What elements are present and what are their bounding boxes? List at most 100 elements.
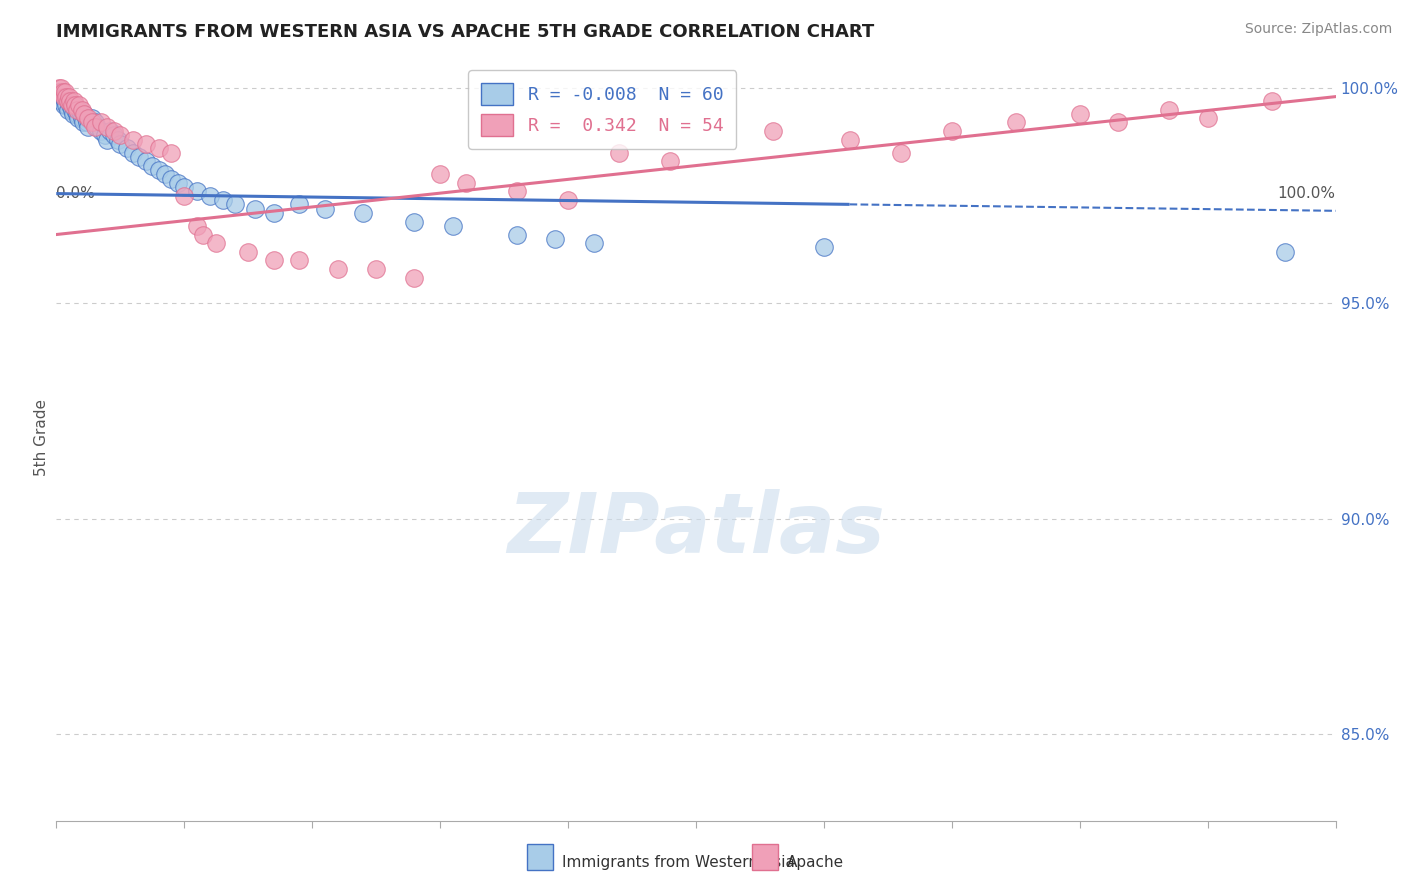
Text: Apache: Apache xyxy=(787,855,845,870)
Point xyxy=(103,124,125,138)
Point xyxy=(288,197,311,211)
Point xyxy=(838,133,860,147)
Point xyxy=(193,227,215,242)
Point xyxy=(73,107,96,121)
Point xyxy=(107,133,129,147)
Point xyxy=(56,103,79,117)
Point xyxy=(52,89,75,103)
Point xyxy=(65,103,87,117)
Point xyxy=(59,98,82,112)
Point xyxy=(506,185,529,199)
Point xyxy=(110,128,132,143)
Point xyxy=(51,81,73,95)
Point xyxy=(70,103,93,117)
Point xyxy=(160,145,183,160)
Point xyxy=(441,219,464,233)
Text: Immigrants from Western Asia: Immigrants from Western Asia xyxy=(562,855,796,870)
Point xyxy=(1274,244,1296,259)
Point xyxy=(1107,115,1129,129)
Point xyxy=(115,141,138,155)
Point xyxy=(48,81,70,95)
Point xyxy=(135,136,157,151)
Point xyxy=(762,124,785,138)
Point xyxy=(404,270,426,285)
Point xyxy=(141,159,163,173)
Point xyxy=(49,85,72,99)
Point xyxy=(582,236,605,251)
Point xyxy=(52,98,75,112)
Point xyxy=(128,150,150,164)
Point xyxy=(67,98,90,112)
Point xyxy=(69,107,91,121)
Point xyxy=(70,111,93,125)
Point xyxy=(53,94,76,108)
Text: ZIPatlas: ZIPatlas xyxy=(508,489,884,570)
Point xyxy=(66,103,89,117)
Point xyxy=(1197,111,1219,125)
Point xyxy=(58,89,80,103)
Point xyxy=(77,120,100,134)
Point xyxy=(1069,107,1091,121)
Point xyxy=(314,202,336,216)
Point xyxy=(72,115,94,129)
Point xyxy=(135,154,157,169)
Point xyxy=(211,193,233,207)
Point xyxy=(65,98,87,112)
Point xyxy=(1004,115,1026,129)
Point xyxy=(173,180,195,194)
Point xyxy=(52,89,75,103)
Point xyxy=(173,188,195,202)
Point xyxy=(83,115,105,129)
Point xyxy=(160,171,183,186)
Text: Source: ZipAtlas.com: Source: ZipAtlas.com xyxy=(1244,22,1392,37)
Point xyxy=(1159,103,1181,117)
Point xyxy=(122,133,145,147)
Point xyxy=(941,124,963,138)
Point xyxy=(263,206,285,220)
Point xyxy=(153,167,176,181)
Point xyxy=(506,227,529,242)
Point xyxy=(263,253,285,268)
Point xyxy=(66,111,89,125)
Point xyxy=(96,133,118,147)
Point xyxy=(58,94,80,108)
Y-axis label: 5th Grade: 5th Grade xyxy=(34,399,49,475)
Point xyxy=(429,167,451,181)
Point xyxy=(90,124,112,138)
Point xyxy=(890,145,912,160)
Point xyxy=(55,89,77,103)
Point xyxy=(83,120,105,134)
Point xyxy=(607,145,630,160)
Text: 0.0%: 0.0% xyxy=(56,186,96,202)
Point xyxy=(67,103,90,117)
Point xyxy=(557,193,579,207)
Point xyxy=(236,244,260,259)
Text: IMMIGRANTS FROM WESTERN ASIA VS APACHE 5TH GRADE CORRELATION CHART: IMMIGRANTS FROM WESTERN ASIA VS APACHE 5… xyxy=(56,23,875,41)
Point xyxy=(49,89,72,103)
Point xyxy=(544,232,567,246)
Point xyxy=(288,253,311,268)
Point xyxy=(366,262,388,277)
Point xyxy=(186,219,208,233)
Point xyxy=(404,214,426,228)
Point xyxy=(326,262,349,277)
Point xyxy=(813,240,835,254)
Point xyxy=(243,202,266,216)
Point xyxy=(56,94,79,108)
Point xyxy=(48,85,70,99)
Point xyxy=(80,111,103,125)
Text: 100.0%: 100.0% xyxy=(1278,186,1336,202)
Point xyxy=(76,115,98,129)
Point xyxy=(62,107,84,121)
Point xyxy=(77,111,100,125)
Point xyxy=(166,176,188,190)
Point xyxy=(90,115,112,129)
Point xyxy=(63,94,86,108)
Point xyxy=(75,111,97,125)
Point xyxy=(66,107,89,121)
Point xyxy=(51,94,73,108)
Point xyxy=(98,124,121,138)
Point xyxy=(198,188,221,202)
Point xyxy=(122,145,145,160)
Point xyxy=(352,206,374,220)
